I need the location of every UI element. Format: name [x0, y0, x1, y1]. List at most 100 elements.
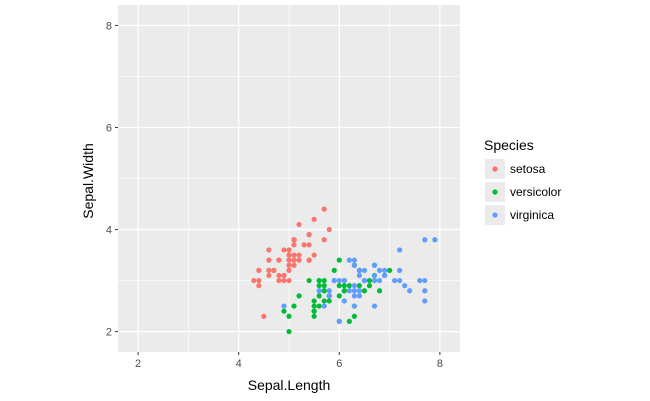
scatter-point-setosa [286, 252, 292, 258]
scatter-point-versicolor [346, 283, 352, 289]
scatter-point-versicolor [331, 267, 337, 273]
scatter-point-versicolor [321, 283, 327, 289]
scatter-point-setosa [296, 221, 302, 228]
scatter-point-setosa [281, 272, 287, 279]
scatter-point-setosa [291, 257, 297, 263]
scatter-point-setosa [291, 242, 297, 248]
scatter-point-versicolor [281, 308, 287, 314]
legend-key-point-versicolor [492, 189, 498, 195]
scatter-point-setosa [296, 252, 302, 258]
scatter-point-setosa [256, 283, 262, 289]
scatter-point-setosa [286, 247, 292, 253]
scatter-point-setosa [306, 232, 312, 238]
scatter-point-virginica [336, 277, 342, 284]
scatter-point-virginica [326, 288, 332, 294]
scatter-point-virginica [331, 277, 337, 284]
scatter-point-virginica [376, 277, 383, 284]
scatter-point-versicolor [376, 288, 383, 294]
scatter-point-versicolor [351, 313, 357, 319]
scatter-point-versicolor [311, 313, 317, 319]
scatter-point-virginica [381, 272, 388, 279]
scatter-point-virginica [341, 298, 347, 304]
scatter-point-versicolor [336, 257, 342, 263]
scatter-point-virginica [371, 262, 378, 268]
scatter-point-setosa [321, 237, 327, 243]
scatter-point-versicolor [316, 277, 322, 284]
x-tick-label: 6 [336, 358, 342, 370]
scatter-point-versicolor [386, 267, 393, 273]
scatter-point-virginica [381, 267, 388, 273]
scatter-point-virginica [356, 293, 363, 299]
scatter-point-virginica [361, 277, 368, 284]
scatter-point-versicolor [356, 283, 363, 289]
axis-ticks: 2 4 6 8 2 4 6 8 [106, 20, 443, 370]
scatter-point-virginica [351, 262, 357, 268]
scatter-point-setosa [276, 277, 282, 284]
scatter-point-virginica [371, 272, 378, 279]
scatter-point-setosa [291, 262, 297, 268]
scatter-point-setosa [266, 257, 272, 263]
scatter-point-virginica [336, 318, 342, 324]
scatter-point-versicolor [296, 293, 302, 299]
scatter-point-versicolor [306, 277, 312, 284]
scatter-point-virginica [356, 272, 363, 279]
scatter-point-setosa [306, 257, 312, 263]
scatter-point-virginica [371, 277, 378, 284]
scatter-point-versicolor [316, 293, 322, 299]
data-points [251, 206, 438, 335]
scatter-point-virginica [351, 283, 357, 289]
scatter-point-versicolor [366, 283, 373, 289]
y-tick-label: 2 [106, 327, 112, 339]
scatter-point-virginica [351, 303, 357, 309]
scatter-point-setosa [311, 252, 317, 258]
scatter-point-virginica [402, 283, 408, 289]
scatter-point-versicolor [346, 318, 352, 324]
y-axis-title: Sepal.Width [80, 143, 96, 218]
scatter-point-virginica [346, 288, 352, 294]
scatter-point-versicolor [311, 303, 317, 309]
scatter-point-versicolor [316, 303, 322, 309]
x-axis-title: Sepal.Length [248, 377, 331, 393]
legend-label-versicolor: versicolor [510, 185, 561, 199]
scatter-point-versicolor [311, 298, 317, 304]
legend-label-setosa: setosa [510, 162, 546, 176]
y-tick-label: 8 [106, 20, 112, 32]
scatter-point-setosa [286, 277, 292, 284]
scatter-point-versicolor [286, 313, 292, 319]
scatter-point-setosa [266, 267, 272, 273]
scatter-point-setosa [326, 226, 332, 233]
scatter-point-virginica [422, 298, 428, 304]
scatter-point-virginica [321, 303, 327, 309]
scatter-point-versicolor [321, 277, 327, 284]
scatter-point-setosa [306, 242, 312, 248]
scatter-point-virginica [397, 267, 403, 273]
scatter-point-virginica [376, 267, 383, 273]
x-tick-label: 8 [437, 358, 443, 370]
legend: Species setosa versicolor virginica [484, 137, 561, 225]
scatter-point-virginica [341, 277, 347, 284]
scatter-point-setosa [311, 216, 317, 222]
scatter-point-versicolor [341, 283, 347, 289]
scatter-point-virginica [356, 288, 363, 294]
scatter-point-virginica [351, 257, 357, 263]
scatter-point-virginica [392, 277, 398, 284]
scatter-point-setosa [321, 206, 327, 212]
scatter-point-virginica [351, 288, 357, 294]
scatter-point-setosa [281, 247, 287, 253]
scatter-point-versicolor [286, 328, 292, 335]
scatter-point-setosa [266, 247, 272, 253]
scatter-point-virginica [361, 267, 368, 273]
scatter-point-setosa [266, 272, 272, 279]
scatter-point-setosa [281, 277, 287, 284]
legend-label-virginica: virginica [510, 208, 554, 222]
scatter-point-virginica [346, 257, 352, 263]
scatter-point-setosa [291, 252, 297, 258]
scatter-point-virginica [422, 237, 428, 243]
legend-key-point-setosa [492, 166, 498, 172]
scatter-point-versicolor [341, 288, 347, 294]
scatter-point-versicolor [361, 288, 368, 294]
scatter-point-virginica [281, 303, 287, 309]
scatter-point-versicolor [316, 283, 322, 289]
scatter-point-virginica [432, 237, 438, 243]
scatter-point-setosa [301, 242, 307, 248]
